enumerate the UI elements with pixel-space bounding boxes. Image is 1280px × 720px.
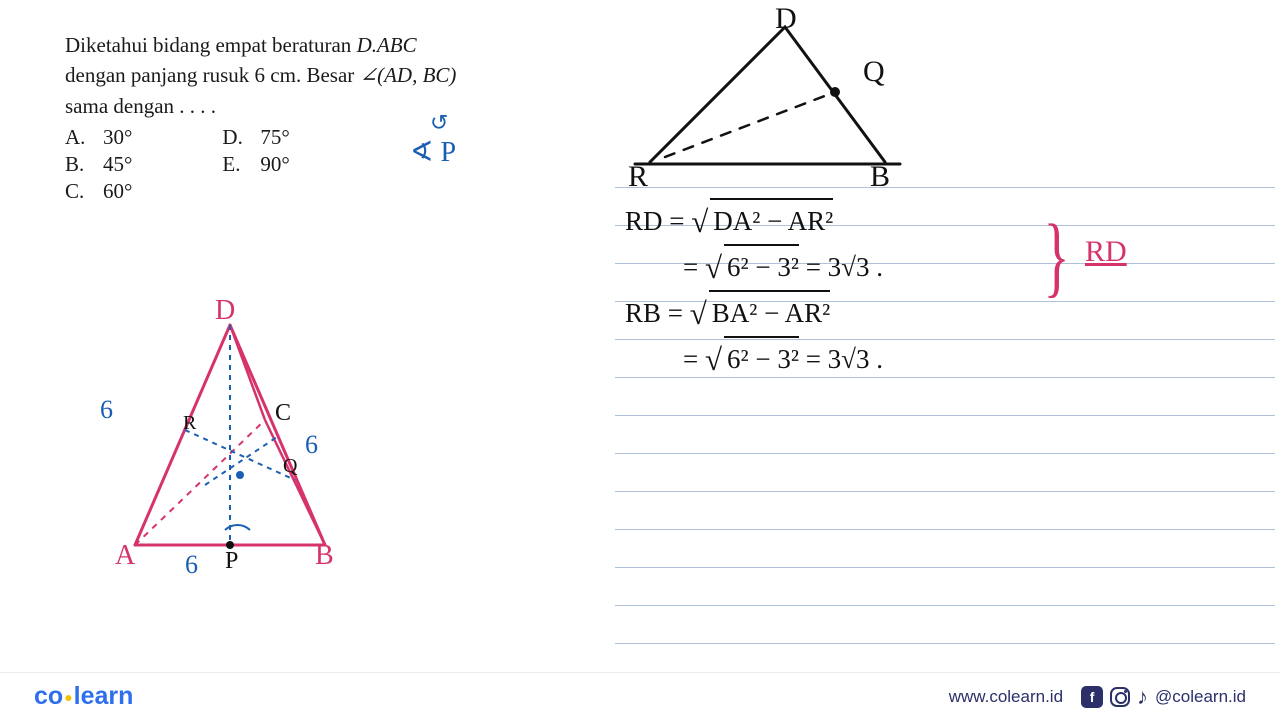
- eq-rb-lhs: RB =: [625, 298, 690, 328]
- question-text: Diketahui bidang empat beraturan D.ABC d…: [65, 30, 495, 121]
- eq-rd-2: = √6² − 3² = 3√3 .: [625, 244, 883, 290]
- footer-right: www.colearn.id f ♪ @colearn.id: [949, 684, 1246, 710]
- tet-label-a: A: [115, 540, 135, 572]
- tet-label-b: B: [315, 540, 334, 572]
- tri-label-d: D: [775, 2, 797, 36]
- logo-dot-icon: ●: [63, 689, 73, 705]
- brand-logo: co●learn: [34, 682, 133, 711]
- option-d: D.75°: [222, 125, 289, 150]
- q-line3: sama dengan . . . .: [65, 94, 216, 118]
- tiktok-icon: ♪: [1137, 684, 1148, 710]
- tet-six-left: 6: [100, 395, 113, 425]
- footer-handle: @colearn.id: [1155, 687, 1246, 707]
- q-line1: Diketahui bidang empat beraturan: [65, 33, 357, 57]
- work-block: RD = √DA² − AR² = √6² − 3² = 3√3 . RB = …: [625, 198, 883, 382]
- red-brace-icon: }: [1044, 225, 1070, 288]
- tet-label-p: P: [225, 548, 238, 575]
- eq-rd: RD = √DA² − AR²: [625, 198, 883, 244]
- triangle-drb-sketch: [610, 12, 940, 192]
- q-angle-expr: ∠(AD, BC): [360, 63, 457, 87]
- instagram-icon: [1110, 687, 1130, 707]
- facebook-icon: f: [1081, 686, 1103, 708]
- social-icons: f ♪ @colearn.id: [1081, 684, 1246, 710]
- tet-six-bottom: 6: [185, 550, 198, 580]
- logo-co: co: [34, 682, 63, 710]
- hand-angle-p-label: ∢ P: [410, 135, 456, 169]
- footer: co●learn www.colearn.id f ♪ @colearn.id: [0, 672, 1280, 720]
- option-e: E.90°: [222, 152, 289, 177]
- tet-label-c: C: [275, 400, 291, 427]
- eq-rb-root: BA² − AR²: [709, 290, 830, 333]
- tet-label-r: R: [183, 412, 196, 435]
- logo-learn: learn: [74, 682, 134, 710]
- tet-label-q: Q: [283, 455, 297, 478]
- options-col-1: A.30° B.45° C.60°: [65, 125, 132, 204]
- eq-rd-root: DA² − AR²: [710, 198, 833, 241]
- options-col-2: D.75° E.90°: [222, 125, 289, 204]
- eq-rd-lhs: RD =: [625, 206, 684, 236]
- red-rd-label: RD: [1085, 235, 1127, 269]
- option-a: A.30°: [65, 125, 132, 150]
- footer-url: www.colearn.id: [949, 687, 1063, 707]
- eq-rb-2: = √6² − 3² = 3√3 .: [625, 336, 883, 382]
- option-c: C.60°: [65, 179, 132, 204]
- q-line2a: dengan panjang rusuk 6 cm. Besar: [65, 63, 360, 87]
- hand-arrow-icon: ↺: [430, 110, 448, 136]
- tetrahedron-sketch: [90, 300, 390, 580]
- tet-six-right: 6: [305, 430, 318, 460]
- tri-label-q: Q: [863, 55, 885, 89]
- option-b: B.45°: [65, 152, 132, 177]
- tet-label-d: D: [215, 295, 235, 327]
- tri-label-b: B: [870, 160, 890, 194]
- eq-rb: RB = √BA² − AR²: [625, 290, 883, 336]
- tri-label-r: R: [628, 160, 648, 194]
- q-term1: D.ABC: [357, 33, 417, 57]
